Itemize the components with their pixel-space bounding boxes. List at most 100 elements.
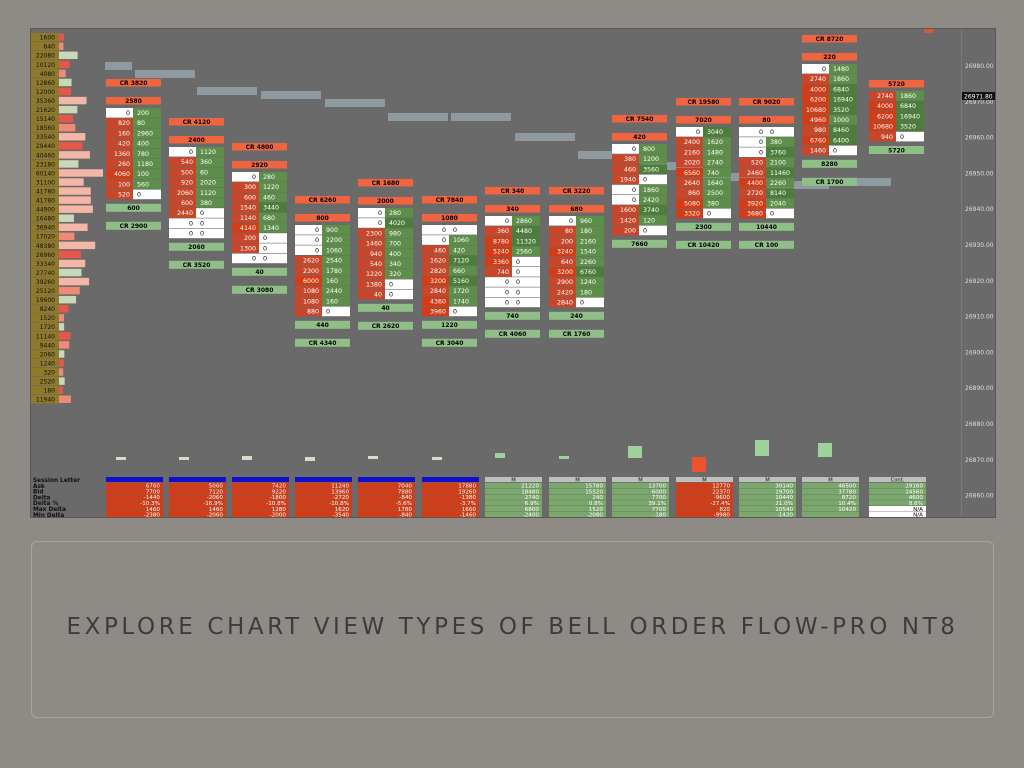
profile-bar	[59, 223, 88, 231]
ask-volume: 2100	[770, 160, 786, 167]
ask-volume: 1180	[137, 161, 153, 168]
bid-cell	[106, 138, 133, 149]
ask-cell	[896, 111, 924, 121]
ask-cell	[576, 236, 604, 246]
summary-cell	[169, 488, 226, 494]
summary-cell	[422, 488, 479, 494]
summary-cell	[739, 482, 796, 489]
ask-volume: 280	[263, 174, 275, 181]
bid-volume: 940	[881, 134, 893, 141]
summary-value: 10440	[775, 495, 793, 501]
ask-cell	[829, 135, 857, 145]
bid-cell	[232, 202, 259, 213]
profile-volume-label: 320	[44, 369, 56, 376]
chart-canvas[interactable]: 26980.00 26970.00 26960.00 26950.00 26940.00…	[31, 29, 995, 517]
bid-cell	[485, 216, 512, 226]
ask-cell	[196, 177, 224, 188]
ask-cell	[385, 218, 413, 228]
candle-marker	[818, 443, 832, 457]
cr-bottom-label: CR 2900	[120, 223, 148, 230]
profile-bar	[59, 268, 82, 277]
profile-bar	[59, 142, 83, 150]
bid-cell	[549, 246, 576, 257]
ask-cell	[512, 246, 540, 257]
ask-cell	[512, 297, 540, 308]
summary-cell	[422, 494, 479, 500]
session-letter-cell	[802, 477, 859, 482]
session-letter-cell	[358, 477, 415, 482]
summary-cell	[802, 488, 859, 494]
summary-cell	[358, 482, 415, 489]
bid-volume: 40	[374, 292, 382, 299]
volume-bottom-label: 440	[316, 322, 329, 329]
volume-bottom-label: 1220	[441, 322, 458, 329]
value-area-block	[641, 162, 703, 170]
bid-volume: 880	[307, 309, 319, 316]
bid-cell	[169, 147, 196, 157]
volume-bottom-box	[549, 311, 604, 320]
summary-value: 19260	[458, 489, 476, 495]
summary-cell	[549, 506, 606, 512]
bid-cell	[106, 108, 133, 118]
ask-cell	[322, 276, 350, 286]
volume-bottom-label: 40	[381, 305, 389, 312]
session-letter-cell	[549, 477, 606, 482]
bid-cell	[295, 306, 322, 317]
caption-box: EXPLORE CHART VIEW TYPES OF BELL ORDER F…	[31, 541, 994, 718]
ask-cell	[703, 147, 731, 157]
profile-volume-label: 12860	[36, 80, 55, 87]
bid-volume: 640	[561, 259, 573, 266]
candle-marker	[495, 453, 505, 458]
profile-volume-label: 11940	[36, 397, 55, 404]
order-flow-chart[interactable]: 26980.00 26970.00 26960.00 26950.00 26940.00…	[30, 28, 996, 518]
profile-volume-label: 27740	[36, 270, 55, 277]
volume-bottom-box	[106, 203, 161, 212]
summary-cell	[358, 506, 415, 512]
profile-bar	[59, 114, 74, 123]
session-letter-cell	[422, 477, 479, 482]
bid-volume: 0	[189, 231, 193, 238]
ask-volume: 5160	[453, 278, 469, 285]
profile-bar	[59, 160, 79, 168]
session-letter-cell	[106, 477, 163, 482]
cr-top-label: CR 19580	[688, 99, 720, 106]
summary-cell	[612, 511, 669, 517]
ask-volume: 180	[580, 228, 592, 235]
bid-cell	[549, 226, 576, 236]
summary-cell	[169, 506, 226, 512]
ask-volume: 11320	[516, 238, 536, 245]
summary-value: -1800	[270, 495, 287, 501]
summary-cell	[422, 500, 479, 506]
ask-cell	[133, 128, 161, 138]
profile-volume-label: 15140	[36, 116, 55, 123]
ask-cell	[639, 164, 667, 174]
bid-cell	[485, 226, 512, 236]
profile-volume-label: 18560	[36, 125, 55, 132]
ask-cell	[703, 137, 731, 147]
ask-volume: 2040	[770, 200, 786, 207]
summary-cell	[676, 511, 733, 517]
bid-volume: 3920	[747, 200, 763, 207]
profile-price-cell	[31, 376, 59, 386]
ask-cell	[449, 286, 477, 296]
ask-volume: 380	[707, 200, 719, 207]
bid-volume: 4000	[877, 103, 893, 110]
price-axis-divider	[961, 29, 962, 517]
ask-volume: 0	[137, 192, 141, 199]
candle-marker	[628, 446, 642, 458]
bid-cell	[549, 236, 576, 246]
summary-cell	[612, 494, 669, 500]
profile-price-cell	[31, 367, 59, 377]
profile-price-cell	[31, 105, 59, 114]
summary-value: -2380	[144, 513, 161, 517]
bid-volume: 1540	[240, 205, 256, 212]
profile-volume-label: 36940	[36, 225, 55, 232]
bid-cell	[232, 233, 259, 243]
bid-volume: 520	[751, 160, 763, 167]
ask-volume: 6760	[580, 269, 596, 276]
ask-volume: 1740	[453, 298, 469, 305]
ask-volume: 0	[453, 227, 457, 234]
bid-cell	[422, 265, 449, 276]
cr-top-label-box	[358, 179, 413, 187]
summary-cell	[295, 494, 352, 500]
